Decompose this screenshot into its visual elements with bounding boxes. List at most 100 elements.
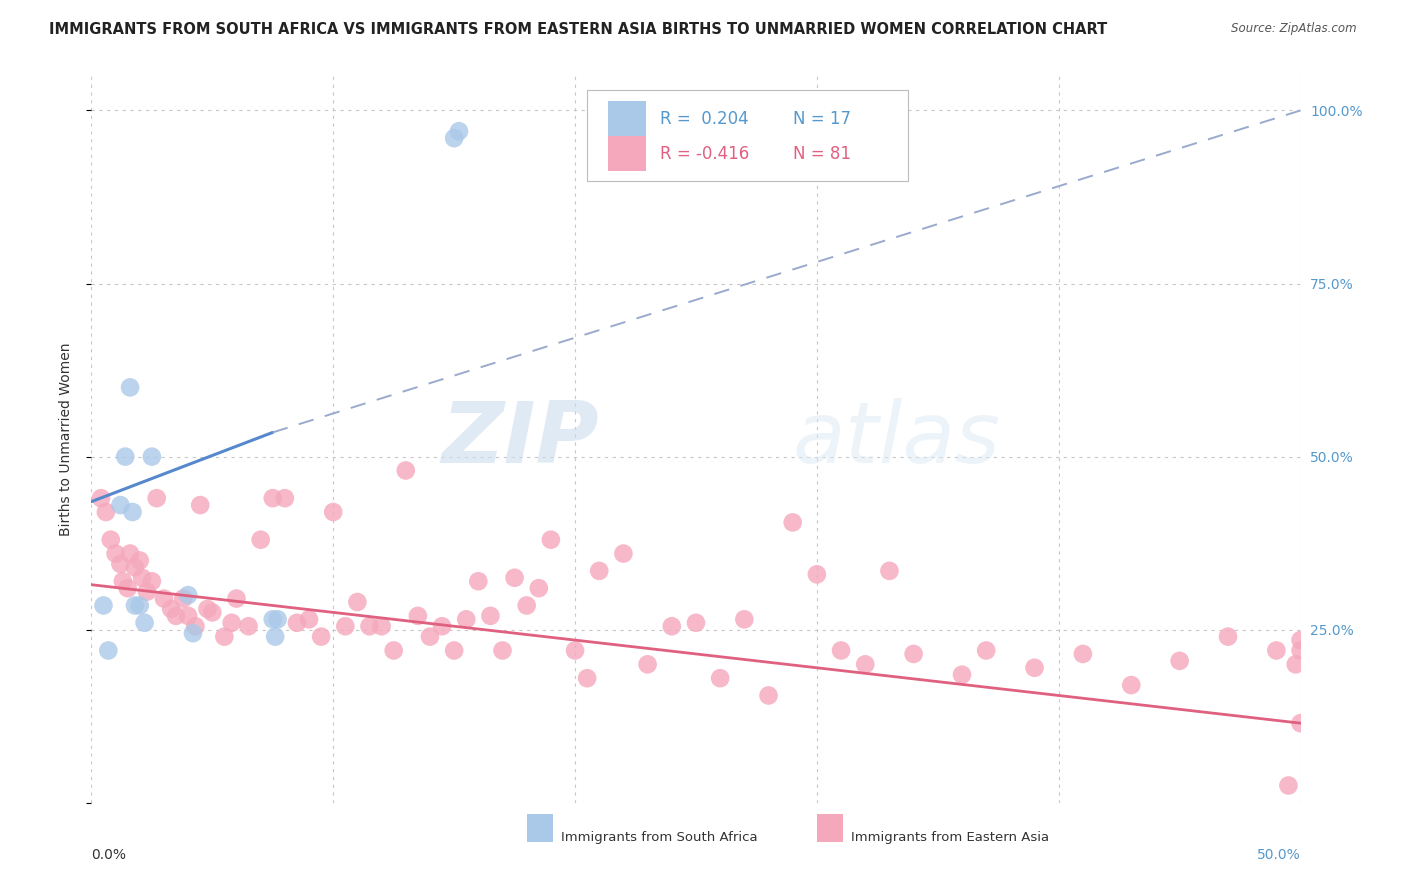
Point [110, 498, 132, 512]
Point [758, 689, 780, 703]
Point [165, 608, 187, 623]
Point [145, 491, 167, 505]
Point [516, 599, 538, 613]
Point [1168, 654, 1191, 668]
Point [201, 606, 224, 620]
Point [121, 505, 143, 519]
Point [853, 657, 876, 672]
Point [141, 574, 163, 589]
Point [661, 619, 683, 633]
FancyBboxPatch shape [588, 90, 908, 181]
Point [419, 630, 441, 644]
Point [782, 516, 804, 530]
Point [100, 533, 122, 547]
Text: N = 81: N = 81 [793, 145, 851, 162]
Text: R =  0.204: R = 0.204 [659, 110, 748, 128]
Point [382, 643, 405, 657]
Point [1024, 661, 1046, 675]
Y-axis label: Births to Unmarried Women: Births to Unmarried Women [59, 343, 73, 536]
Point [131, 571, 153, 585]
Point [221, 615, 243, 630]
Point [370, 619, 392, 633]
Point [188, 498, 211, 512]
Point [214, 630, 236, 644]
Point [285, 615, 308, 630]
Text: IMMIGRANTS FROM SOUTH AFRICA VS IMMIGRANTS FROM EASTERN ASIA BIRTHS TO UNMARRIED: IMMIGRANTS FROM SOUTH AFRICA VS IMMIGRAN… [49, 22, 1108, 37]
Text: atlas: atlas [793, 398, 1001, 481]
Point [588, 564, 610, 578]
Point [114, 450, 136, 464]
Point [120, 380, 142, 394]
Point [974, 643, 997, 657]
Point [430, 619, 453, 633]
Point [540, 533, 562, 547]
Point [177, 588, 200, 602]
Text: N = 17: N = 17 [793, 110, 851, 128]
Point [1121, 678, 1143, 692]
Text: Immigrants from South Africa: Immigrants from South Africa [561, 831, 758, 844]
Point [117, 581, 139, 595]
Point [491, 643, 513, 657]
FancyBboxPatch shape [607, 136, 647, 171]
Point [467, 574, 489, 589]
Point [124, 560, 146, 574]
FancyBboxPatch shape [527, 814, 554, 842]
Point [111, 574, 134, 589]
Point [456, 612, 478, 626]
Point [153, 591, 176, 606]
Point [141, 450, 163, 464]
Text: 50.0%: 50.0% [1257, 848, 1301, 862]
Point [637, 657, 659, 672]
Point [266, 612, 288, 626]
Point [136, 584, 159, 599]
Point [160, 602, 183, 616]
Point [128, 599, 150, 613]
Point [124, 599, 146, 613]
FancyBboxPatch shape [607, 102, 647, 136]
Point [443, 131, 465, 145]
Text: 0.0%: 0.0% [91, 848, 127, 862]
Point [395, 463, 418, 477]
Point [447, 124, 470, 138]
Point [262, 612, 284, 626]
Point [309, 630, 332, 644]
Point [576, 671, 599, 685]
Point [406, 608, 429, 623]
Point [612, 547, 634, 561]
Point [110, 557, 132, 571]
Point [181, 626, 204, 640]
Point [225, 591, 247, 606]
Point [249, 533, 271, 547]
Point [564, 643, 586, 657]
Point [94, 505, 117, 519]
Point [1289, 643, 1312, 657]
Text: Immigrants from Eastern Asia: Immigrants from Eastern Asia [851, 831, 1049, 844]
Point [97, 643, 120, 657]
Point [685, 615, 707, 630]
Point [298, 612, 321, 626]
Point [1289, 716, 1312, 731]
Point [806, 567, 828, 582]
Point [93, 599, 115, 613]
Point [1285, 657, 1308, 672]
Point [443, 643, 465, 657]
Point [262, 491, 284, 505]
Point [184, 619, 207, 633]
Point [830, 643, 852, 657]
Point [264, 630, 287, 644]
Point [104, 547, 127, 561]
Point [1071, 647, 1094, 661]
Point [1289, 633, 1312, 648]
Text: R = -0.416: R = -0.416 [659, 145, 749, 162]
Point [733, 612, 755, 626]
Point [709, 671, 731, 685]
Point [1265, 643, 1288, 657]
Point [903, 647, 925, 661]
Point [274, 491, 297, 505]
Point [172, 591, 194, 606]
Point [335, 619, 357, 633]
Point [950, 667, 973, 681]
Point [197, 602, 219, 616]
Point [238, 619, 260, 633]
Text: ZIP: ZIP [441, 398, 599, 481]
